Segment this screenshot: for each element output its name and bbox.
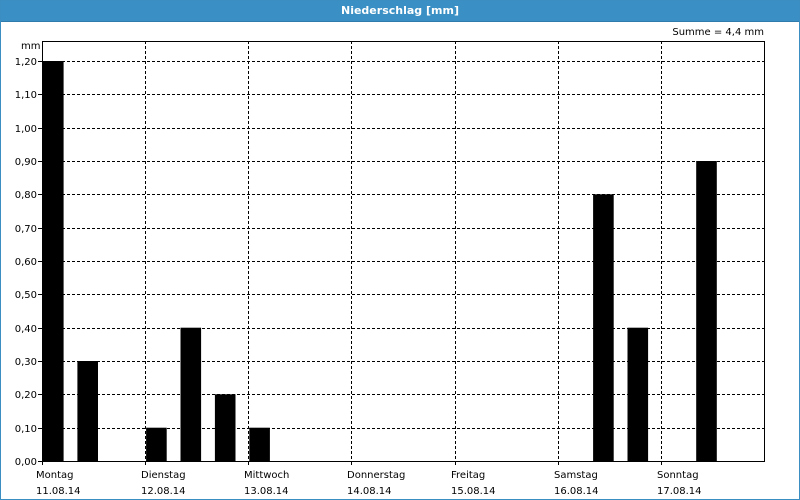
y-tick-label: 0,40 [15,324,37,335]
x-date-label: 12.08.14 [141,486,186,497]
y-tick-label: 0,90 [15,157,37,168]
y-tick-label: 1,00 [15,124,37,135]
x-date-label: 11.08.14 [36,486,81,497]
x-day-label: Sonntag [657,470,699,481]
chart-title: Niederschlag [mm] [1,1,799,22]
x-day-label: Freitag [451,470,485,481]
precipitation-bar [43,61,64,461]
x-day-label: Mittwoch [244,470,289,481]
y-tick-label: 0,00 [15,457,37,468]
precipitation-bar [627,327,649,461]
y-tick-label: 0,20 [15,390,37,401]
precipitation-bar [214,394,236,461]
x-date-label: 13.08.14 [244,486,289,497]
x-date-label: 14.08.14 [347,486,392,497]
y-tick-label: 0,30 [15,357,37,368]
y-tick-label: 0,70 [15,224,37,235]
precipitation-bar [146,427,167,461]
y-tick-label: 0,60 [15,257,37,268]
precipitation-bar [180,327,202,461]
y-axis-unit-label: mm [21,41,41,52]
y-tick-label: 1,10 [15,90,37,101]
x-date-label: 16.08.14 [554,486,599,497]
x-day-label: Dienstag [141,470,186,481]
precipitation-bar [249,427,270,461]
y-tick-label: 0,80 [15,190,37,201]
plot-border [42,41,765,462]
precipitation-bar [593,194,614,462]
x-day-label: Samstag [554,470,598,481]
precipitation-bar [77,361,98,461]
sum-label: Summe = 4,4 mm [672,27,764,38]
x-day-label: Montag [36,470,73,481]
precipitation-bar [696,161,717,461]
y-tick-label: 0,50 [15,290,37,301]
x-day-label: Donnerstag [347,470,405,481]
x-date-label: 17.08.14 [657,486,702,497]
y-tick-label: 0,10 [15,424,37,435]
x-date-label: 15.08.14 [451,486,496,497]
y-tick-label: 1,20 [15,57,37,68]
